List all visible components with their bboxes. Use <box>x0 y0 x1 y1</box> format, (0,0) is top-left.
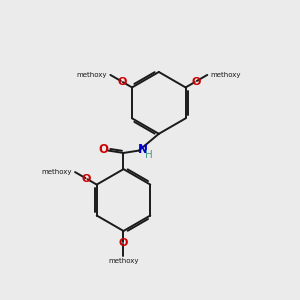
Text: H: H <box>145 150 152 160</box>
Text: methoxy: methoxy <box>108 258 139 264</box>
Text: methoxy: methoxy <box>42 169 72 175</box>
Text: O: O <box>82 174 91 184</box>
Text: methoxy: methoxy <box>211 72 241 78</box>
Text: methoxy: methoxy <box>76 72 107 78</box>
Text: O: O <box>119 238 128 248</box>
Text: O: O <box>117 76 127 86</box>
Text: N: N <box>138 142 148 156</box>
Text: O: O <box>98 142 108 156</box>
Text: O: O <box>191 76 200 86</box>
